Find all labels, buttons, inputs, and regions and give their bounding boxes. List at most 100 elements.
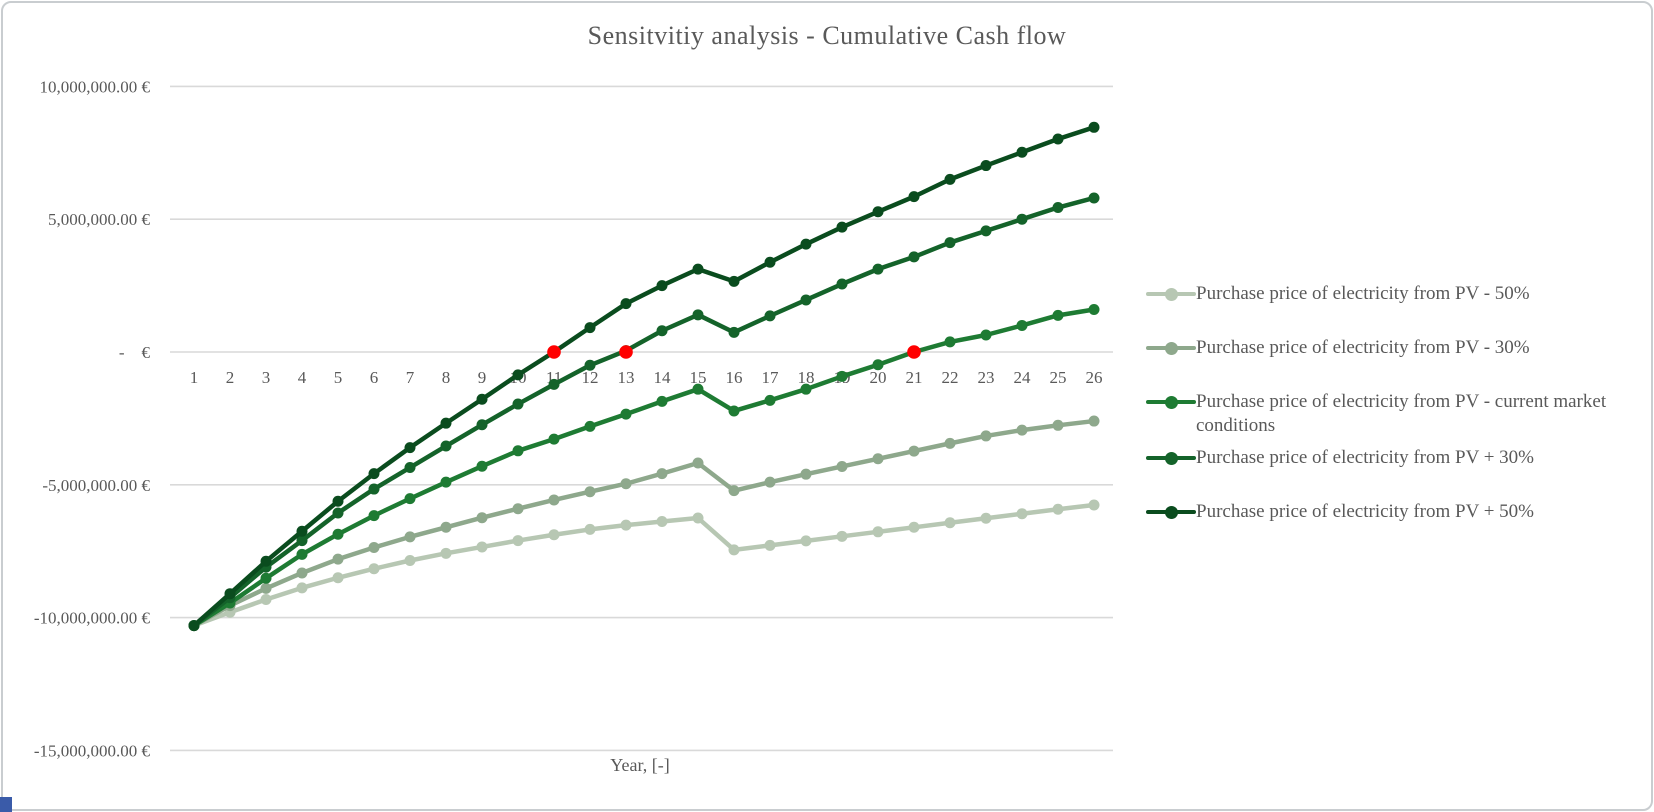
x-tick-label-15[interactable]: 15 [690,368,707,387]
series-marker[interactable] [296,525,308,537]
x-tick-label-3[interactable]: 3 [262,368,271,387]
series-marker[interactable] [764,476,776,488]
breakeven-dot-year-13[interactable] [619,345,633,359]
legend-item-5[interactable]: Purchase price of electricity from PV + … [1146,500,1534,524]
series-marker[interactable] [692,457,704,469]
series-marker[interactable] [656,280,668,292]
series-marker[interactable] [296,582,308,594]
series-marker[interactable] [368,483,380,495]
x-tick-label-5[interactable]: 5 [334,368,343,387]
series-marker[interactable] [800,383,812,395]
series-marker[interactable] [404,442,416,454]
series-marker[interactable] [656,395,668,407]
series-marker[interactable] [656,515,668,527]
y-tick-label[interactable]: -15,000,000.00 € [34,741,151,760]
series-marker[interactable] [440,521,452,533]
series-marker[interactable] [728,544,740,556]
series-marker[interactable] [512,535,524,547]
series-marker[interactable] [1016,213,1028,225]
series-marker[interactable] [296,548,308,560]
chart-title[interactable]: Sensitvitiy analysis - Cumulative Cash f… [587,21,1067,50]
series-marker[interactable] [836,370,848,382]
series-marker[interactable] [872,206,884,218]
series-marker[interactable] [332,572,344,584]
x-tick-label-1[interactable]: 1 [190,368,199,387]
series-marker[interactable] [1016,146,1028,158]
series-marker[interactable] [476,541,488,553]
series-marker[interactable] [440,440,452,452]
x-tick-label-22[interactable]: 22 [942,368,959,387]
series-marker[interactable] [908,251,920,263]
series-marker[interactable] [1088,304,1100,316]
series-marker[interactable] [836,221,848,233]
x-tick-label-8[interactable]: 8 [442,368,451,387]
series-marker[interactable] [1088,121,1100,133]
legend-item-3[interactable]: Purchase price of electricity from PV - … [1146,390,1651,438]
series-marker[interactable] [260,555,272,567]
x-tick-label-16[interactable]: 16 [726,368,743,387]
x-tick-label-6[interactable]: 6 [370,368,379,387]
series-marker[interactable] [908,191,920,203]
series-marker[interactable] [656,325,668,337]
series-line-3[interactable] [191,307,1097,628]
series-marker[interactable] [728,326,740,338]
series-marker[interactable] [368,563,380,575]
series-marker[interactable] [800,468,812,480]
series-marker[interactable] [728,485,740,497]
series-marker[interactable] [548,494,560,506]
series-marker[interactable] [944,336,956,348]
legend-item-1[interactable]: Purchase price of electricity from PV - … [1146,282,1530,306]
series-marker[interactable] [440,417,452,429]
series-marker[interactable] [1016,319,1028,331]
series-marker[interactable] [224,588,236,600]
series-marker[interactable] [980,512,992,524]
series-line-4[interactable] [191,195,1097,628]
x-tick-label-13[interactable]: 13 [618,368,635,387]
series-marker[interactable] [332,507,344,519]
series-marker[interactable] [584,322,596,334]
x-tick-label-21[interactable]: 21 [906,368,923,387]
series-marker[interactable] [476,512,488,524]
series-marker[interactable] [872,453,884,465]
series-marker[interactable] [692,512,704,524]
series-marker[interactable] [728,275,740,287]
x-tick-label-26[interactable]: 26 [1086,368,1103,387]
series-marker[interactable] [404,554,416,566]
series-marker[interactable] [908,445,920,457]
series-marker[interactable] [476,419,488,431]
series-marker[interactable] [368,510,380,522]
series-marker[interactable] [332,553,344,565]
series-marker[interactable] [620,408,632,420]
series-marker[interactable] [584,420,596,432]
series-marker[interactable] [1052,419,1064,431]
series-marker[interactable] [548,378,560,390]
series-marker[interactable] [620,478,632,490]
x-tick-label-7[interactable]: 7 [406,368,415,387]
series-marker[interactable] [764,539,776,551]
series-marker[interactable] [1088,415,1100,427]
y-tick-label[interactable]: -5,000,000.00 € [42,476,150,495]
series-marker[interactable] [512,445,524,457]
series-marker[interactable] [368,468,380,480]
series-marker[interactable] [764,256,776,268]
series-marker[interactable] [584,359,596,371]
series-marker[interactable] [584,523,596,535]
series-marker[interactable] [800,535,812,547]
series-marker[interactable] [980,430,992,442]
series-marker[interactable] [1052,202,1064,214]
y-tick-label[interactable]: 10,000,000.00 € [40,77,151,96]
x-tick-label-20[interactable]: 20 [870,368,887,387]
series-marker[interactable] [872,263,884,275]
x-tick-label-25[interactable]: 25 [1050,368,1067,387]
series-marker[interactable] [260,572,272,584]
series-marker[interactable] [908,521,920,533]
breakeven-dot-year-11[interactable] [547,345,561,359]
series-marker[interactable] [1016,424,1028,436]
series-marker[interactable] [944,237,956,249]
y-tick-label[interactable]: - € [119,343,151,362]
series-line-1[interactable] [191,502,1097,628]
series-marker[interactable] [836,460,848,472]
x-tick-label-18[interactable]: 18 [798,368,815,387]
x-tick-label-24[interactable]: 24 [1014,368,1032,387]
series-marker[interactable] [368,541,380,553]
